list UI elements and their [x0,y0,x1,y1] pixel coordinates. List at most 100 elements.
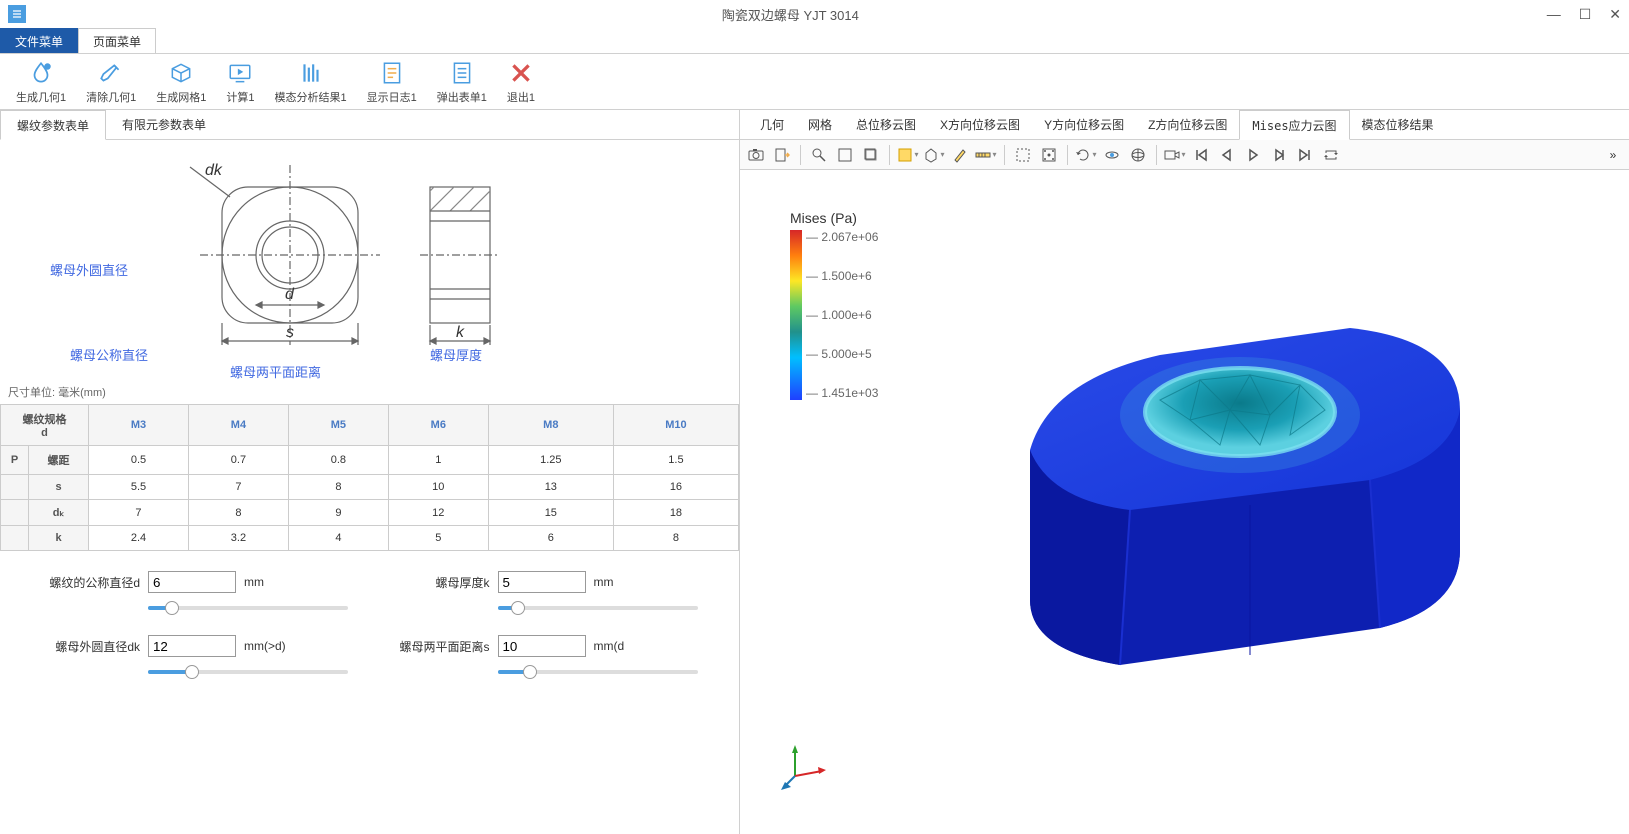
param-dk: 螺母外圆直径dk mm(>d) [40,635,350,679]
droplet-icon [27,59,55,87]
toolbar-overflow[interactable]: » [1601,143,1625,167]
cube-icon [167,59,195,87]
param-k: 螺母厚度k mm [390,571,700,615]
export-icon[interactable] [770,143,794,167]
menu-tab-file[interactable]: 文件菜单 [0,28,78,53]
param-dk-input[interactable] [148,635,236,657]
svg-text:d: d [285,286,295,303]
ribbon-exit[interactable]: 退出1 [499,57,543,107]
ribbon-generate-geometry[interactable]: 生成几何1 [8,57,74,107]
param-s-label: 螺母两平面距离s [390,638,490,655]
spec-table: 螺纹规格 dM3M4M5M6M8M10P螺距0.50.70.811.251.5s… [0,404,739,551]
clear-icon[interactable] [948,143,972,167]
ribbon-show-log[interactable]: 显示日志1 [359,57,425,107]
left-tab-fea-params[interactable]: 有限元参数表单 [106,110,223,139]
param-inputs: 螺纹的公称直径d mm 螺母厚度k mm 螺母外圆直径dk mm(>d) 螺母两平面距离sm… [0,551,739,699]
close-button[interactable]: ✕ [1609,6,1621,23]
diagram-label-outer-dia: 螺母外圆直径 [50,260,128,279]
first-icon[interactable] [1189,143,1213,167]
select-box-icon[interactable] [1011,143,1035,167]
maximize-button[interactable]: ☐ [1579,6,1592,23]
right-tab-5[interactable]: Z方向位移云图 [1136,110,1239,139]
legend-title: Mises (Pa) [790,210,878,226]
legend-tick: 2.067e+06 [806,230,878,244]
left-tab-thread-params[interactable]: 螺纹参数表单 [0,110,106,140]
right-tab-4[interactable]: Y方向位移云图 [1032,110,1136,139]
doc-text-icon [448,59,476,87]
table-caption: 尺寸单位: 毫米(mm) [0,380,739,404]
select-all-icon[interactable] [1037,143,1061,167]
right-tab-0[interactable]: 几何 [748,110,796,139]
diagram-label-thickness: 螺母厚度 [430,345,482,364]
param-s-slider[interactable] [498,665,698,679]
ribbon-modal-analysis[interactable]: 模态分析结果1 [267,57,355,107]
next-icon[interactable] [1267,143,1291,167]
nut-3d-model [960,250,1520,693]
app-icon [8,5,26,23]
param-dk-slider[interactable] [148,665,348,679]
bucket-icon[interactable]: ▾ [922,143,946,167]
view-front-icon[interactable] [833,143,857,167]
param-dk-unit: mm(>d) [244,639,286,653]
nut-diagram: dk d s k 螺母外圆直径 螺母公称直径 螺母两平面距离 螺母厚度 [0,140,739,380]
last-icon[interactable] [1293,143,1317,167]
bars-icon [297,59,325,87]
prev-icon[interactable] [1215,143,1239,167]
rotate-icon[interactable]: ▾ [1074,143,1098,167]
svg-text:dk: dk [205,162,223,179]
x-icon [507,59,535,87]
legend-tick: 1.000e+6 [806,308,878,322]
param-d: 螺纹的公称直径d mm [40,571,350,615]
right-tabs: 几何网格总位移云图X方向位移云图Y方向位移云图Z方向位移云图Mises应力云图模… [740,110,1629,140]
right-tab-1[interactable]: 网格 [796,110,844,139]
ribbon-generate-mesh[interactable]: 生成网格1 [148,57,214,107]
view-iso-icon[interactable] [859,143,883,167]
param-s-input[interactable] [498,635,586,657]
zoom-icon[interactable] [807,143,831,167]
play-icon[interactable] [1241,143,1265,167]
loop-icon[interactable] [1319,143,1343,167]
svg-text:k: k [456,324,465,341]
axis-triad [780,741,830,794]
window-title: 陶瓷双边螺母 YJT 3014 [34,5,1547,24]
viewport[interactable]: Mises (Pa) 2.067e+061.500e+61.000e+65.00… [740,170,1629,834]
right-tab-2[interactable]: 总位移云图 [844,110,928,139]
param-s: 螺母两平面距离smm(d [390,635,700,679]
param-k-label: 螺母厚度k [390,574,490,591]
minimize-button[interactable]: — [1547,6,1561,23]
titlebar: 陶瓷双边螺母 YJT 3014 — ☐ ✕ [0,0,1629,28]
param-k-unit: mm [594,575,614,589]
doc-lines-icon [378,59,406,87]
globe-icon[interactable] [1126,143,1150,167]
menubar: 文件菜单 页面菜单 [0,28,1629,54]
play-monitor-icon [226,59,254,87]
color-legend: Mises (Pa) 2.067e+061.500e+61.000e+65.00… [790,210,878,400]
param-d-label: 螺纹的公称直径d [40,574,140,591]
highlight-icon[interactable]: ▾ [896,143,920,167]
brush-icon [97,59,125,87]
param-k-input[interactable] [498,571,586,593]
ruler-icon[interactable]: ▾ [974,143,998,167]
camera-icon[interactable] [744,143,768,167]
ribbon: 生成几何1清除几何1生成网格1计算1模态分析结果1显示日志1弹出表单1退出1 [0,54,1629,110]
diagram-label-nominal-dia: 螺母公称直径 [70,345,148,364]
ribbon-popup-form[interactable]: 弹出表单1 [429,57,495,107]
svg-text:s: s [286,324,294,341]
param-k-slider[interactable] [498,601,698,615]
right-tab-6[interactable]: Mises应力云图 [1239,110,1349,140]
legend-tick: 5.000e+5 [806,347,878,361]
legend-tick: 1.451e+03 [806,386,878,400]
param-d-input[interactable] [148,571,236,593]
param-d-slider[interactable] [148,601,348,615]
right-panel: 几何网格总位移云图X方向位移云图Y方向位移云图Z方向位移云图Mises应力云图模… [740,110,1629,834]
orbit-icon[interactable] [1100,143,1124,167]
video-icon[interactable]: ▾ [1163,143,1187,167]
menu-tab-page[interactable]: 页面菜单 [78,28,156,53]
right-tab-7[interactable]: 模态位移结果 [1350,110,1446,139]
ribbon-clear-geometry[interactable]: 清除几何1 [78,57,144,107]
right-tab-3[interactable]: X方向位移云图 [928,110,1032,139]
param-dk-label: 螺母外圆直径dk [40,638,140,655]
param-d-unit: mm [244,575,264,589]
ribbon-calculate[interactable]: 计算1 [218,57,262,107]
viewport-toolbar: ▾▾▾▾▾» [740,140,1629,170]
